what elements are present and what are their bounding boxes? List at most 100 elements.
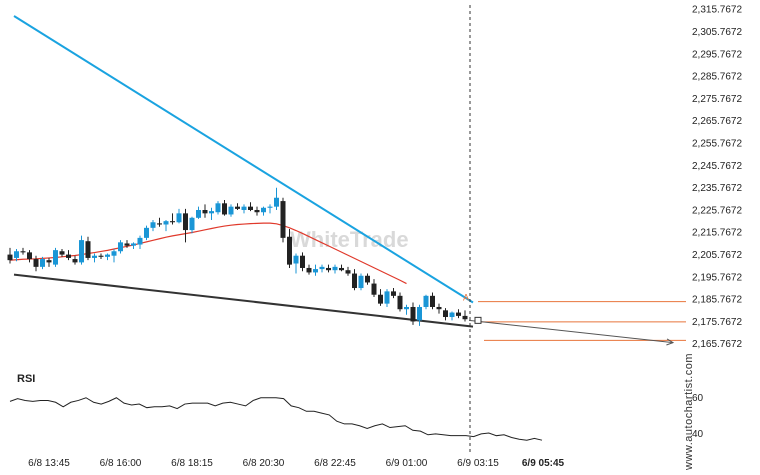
candle (274, 187, 279, 210)
candle-body (319, 266, 325, 270)
candle (397, 292, 403, 312)
current-price-marker (474, 316, 482, 324)
candle (144, 225, 149, 241)
candle-body (423, 295, 429, 307)
candle (209, 207, 214, 221)
candle (7, 247, 13, 264)
candle-body (384, 291, 390, 304)
candle-body (404, 306, 409, 310)
price-axis: 2,315.7672 2,305.7672 2,295.7672 2,285.7672… (692, 5, 742, 350)
target-marker: A (463, 293, 469, 303)
candle-body (98, 255, 104, 257)
candle (345, 266, 351, 276)
candle (306, 264, 312, 275)
candle (105, 253, 110, 261)
rsi-line (9, 397, 543, 441)
candle-body (410, 306, 416, 322)
candle-body (456, 312, 461, 316)
candle-body (40, 259, 45, 267)
candle (157, 217, 162, 227)
moving-average-line (9, 222, 407, 285)
time-tick-label: 6/9 05:45 (522, 458, 565, 469)
price-tick-label: 2,305.7672 (692, 27, 742, 38)
price-tick-label: 2,205.7672 (692, 250, 742, 261)
candle (118, 240, 123, 254)
candle-body (358, 275, 364, 289)
candle (14, 249, 19, 262)
time-tick-label: 6/8 22:45 (314, 458, 356, 469)
candle-body (280, 201, 286, 238)
candle-body (436, 306, 442, 310)
time-tick-label: 6/8 18:15 (171, 458, 213, 469)
candle (183, 208, 188, 243)
time-tick-label: 6/8 13:45 (28, 458, 70, 469)
candle (170, 213, 175, 225)
candle-body (183, 213, 188, 231)
candle-body (261, 207, 266, 213)
candle-body (215, 203, 221, 213)
candle (410, 302, 416, 325)
candle-body (378, 294, 383, 304)
candle (404, 304, 409, 315)
candle (202, 204, 208, 218)
candle-body (7, 254, 13, 261)
candle-body (202, 210, 208, 214)
candle-body (157, 223, 162, 225)
candle-body (105, 254, 110, 257)
candle (137, 235, 143, 250)
price-tick-label: 2,285.7672 (692, 72, 742, 83)
candle (53, 247, 58, 267)
candle-body (20, 251, 26, 253)
candle (313, 264, 318, 276)
candle-body (371, 283, 377, 295)
candle-body (241, 206, 247, 210)
candle-body (53, 250, 58, 265)
forecast-arrow (468, 319, 674, 344)
candle (391, 288, 396, 299)
candle-body (72, 259, 78, 263)
candle (443, 308, 448, 321)
site-watermark: www.autochartist.com (683, 353, 695, 471)
candle-body (189, 217, 195, 231)
price-tick-label: 2,225.7672 (692, 205, 742, 216)
candle-body (345, 270, 351, 274)
watermark-text: WhiteTrade (290, 227, 409, 252)
candle-body (397, 295, 403, 310)
candle (176, 208, 182, 224)
candle (365, 273, 370, 285)
price-tick-label: 2,245.7672 (692, 161, 742, 172)
candle (248, 202, 253, 212)
candle-body (209, 211, 214, 214)
candle (27, 250, 32, 263)
price-tick-label: 2,315.7672 (692, 5, 742, 16)
candle-body (300, 255, 305, 268)
candle-body (443, 310, 448, 318)
candle (92, 253, 97, 263)
candle (332, 264, 338, 274)
candle (150, 220, 156, 232)
candle-body (92, 255, 97, 258)
candle-body (417, 306, 422, 321)
candle (287, 228, 292, 268)
rsi-tick-label: 40 (692, 429, 704, 440)
rsi-tick-label: 60 (692, 393, 704, 404)
candle-body (326, 267, 331, 271)
rsi-label: RSI (17, 373, 35, 385)
candle-body (170, 221, 175, 223)
time-tick-label: 6/9 01:00 (386, 458, 428, 469)
candle (430, 292, 435, 310)
candle (339, 264, 344, 272)
candle-body (131, 243, 136, 246)
candle-body (27, 252, 32, 260)
candle-body (150, 222, 156, 228)
candle-body (33, 259, 39, 267)
upper-trendline (13, 15, 474, 304)
price-tick-label: 2,165.7672 (692, 339, 742, 350)
candle-body (430, 295, 435, 307)
lower-trendline (13, 273, 474, 328)
candle-body (144, 227, 149, 238)
candle (196, 206, 201, 219)
candle-body (449, 312, 455, 318)
candle (131, 242, 136, 250)
